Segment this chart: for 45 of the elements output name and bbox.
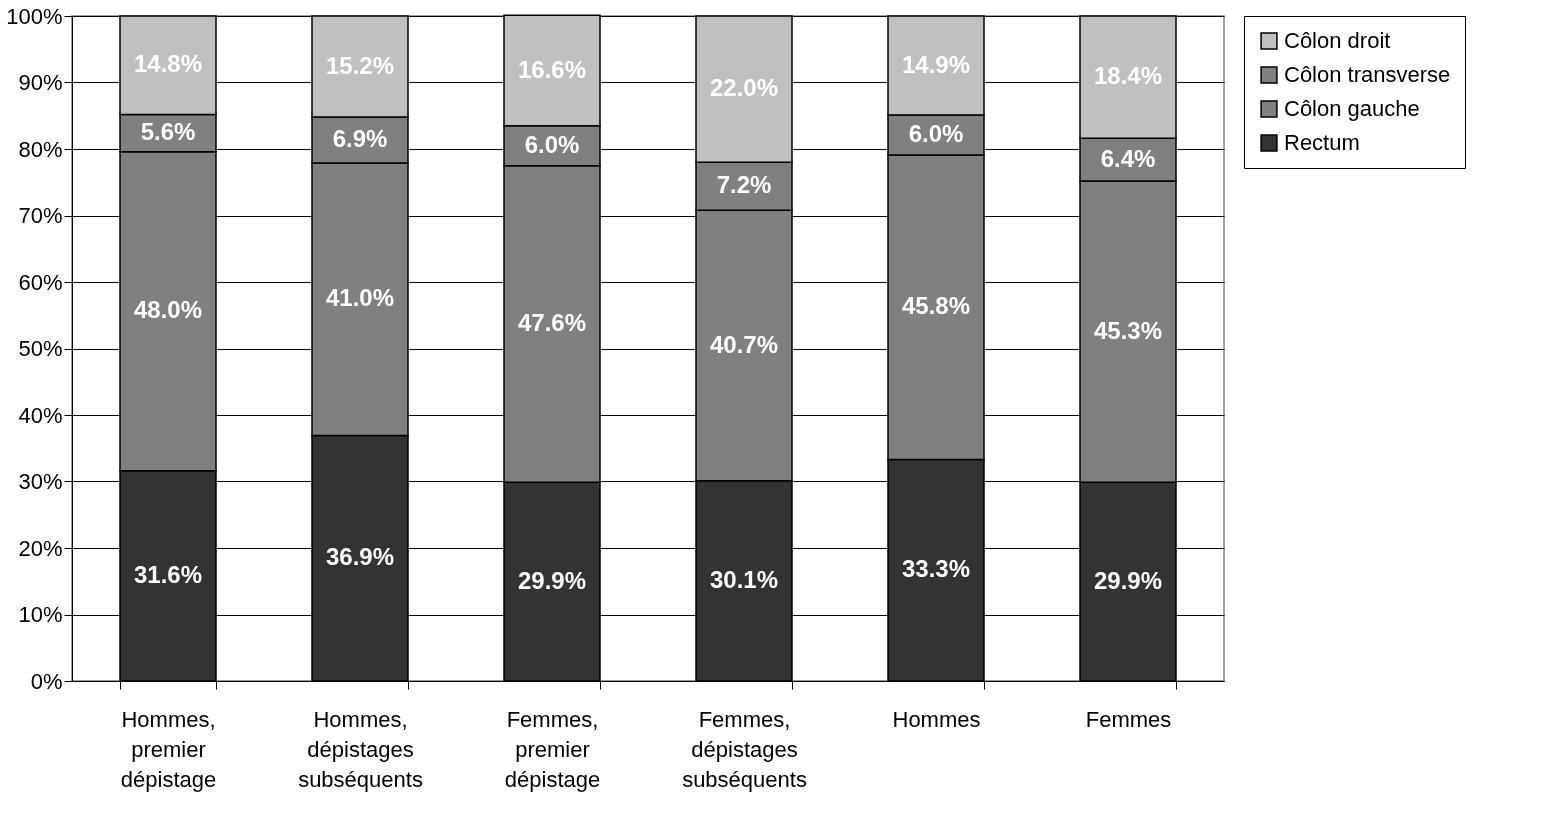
data-label: 33.3% bbox=[901, 555, 971, 583]
data-label: 22.0% bbox=[709, 74, 779, 102]
y-tick-label: 100% bbox=[6, 3, 63, 29]
legend-label: Côlon transverse bbox=[1284, 62, 1451, 87]
y-tick-label: 10% bbox=[18, 602, 63, 627]
data-label: 45.8% bbox=[901, 292, 971, 320]
legend-label: Côlon droit bbox=[1284, 28, 1391, 53]
data-label: 48.0% bbox=[133, 296, 203, 324]
y-tick-label: 70% bbox=[18, 203, 63, 228]
data-label: 14.8% bbox=[133, 50, 203, 78]
data-label: 31.6% bbox=[133, 560, 203, 588]
data-label: 6.0% bbox=[908, 120, 964, 148]
y-tick-label: 50% bbox=[18, 336, 63, 361]
data-label: 16.6% bbox=[517, 55, 587, 83]
y-tick-label: 90% bbox=[18, 70, 63, 95]
y-tick-label: 40% bbox=[18, 402, 63, 428]
data-label: 40.7% bbox=[709, 330, 779, 358]
y-tick-label: 0% bbox=[30, 668, 63, 694]
x-tick-label: Hommes, dépistages subséquents bbox=[298, 706, 423, 792]
data-label: 29.9% bbox=[1093, 566, 1163, 594]
data-label: 6.4% bbox=[1100, 144, 1156, 172]
y-tick-label: 30% bbox=[18, 469, 63, 494]
data-label: 29.9% bbox=[517, 566, 587, 594]
data-label: 36.9% bbox=[325, 543, 395, 571]
data-label: 47.6% bbox=[517, 308, 587, 336]
x-tick-label: Femmes bbox=[1085, 706, 1172, 732]
data-label: 15.2% bbox=[325, 51, 395, 79]
data-label: 5.6% bbox=[140, 118, 196, 146]
data-label: 6.0% bbox=[524, 130, 580, 158]
y-tick-label: 60% bbox=[18, 269, 63, 295]
x-tick-label: Femmes, premier dépistage bbox=[504, 706, 601, 792]
data-label: 41.0% bbox=[325, 284, 395, 312]
data-label: 18.4% bbox=[1093, 62, 1163, 90]
legend-label: Côlon gauche bbox=[1284, 96, 1420, 121]
y-tick-label: 80% bbox=[18, 136, 63, 162]
data-label: 6.9% bbox=[332, 125, 388, 153]
x-tick-label: Hommes, premier dépistage bbox=[120, 706, 217, 792]
data-label: 14.9% bbox=[901, 50, 971, 78]
x-tick-label: Femmes, dépistages subséquents bbox=[682, 706, 807, 792]
x-tick-label: Hommes bbox=[892, 706, 981, 732]
data-label: 45.3% bbox=[1093, 316, 1163, 344]
legend-label: Rectum bbox=[1284, 130, 1360, 155]
data-label: 30.1% bbox=[709, 565, 779, 593]
y-tick-label: 20% bbox=[18, 535, 63, 561]
data-label: 7.2% bbox=[716, 171, 772, 199]
